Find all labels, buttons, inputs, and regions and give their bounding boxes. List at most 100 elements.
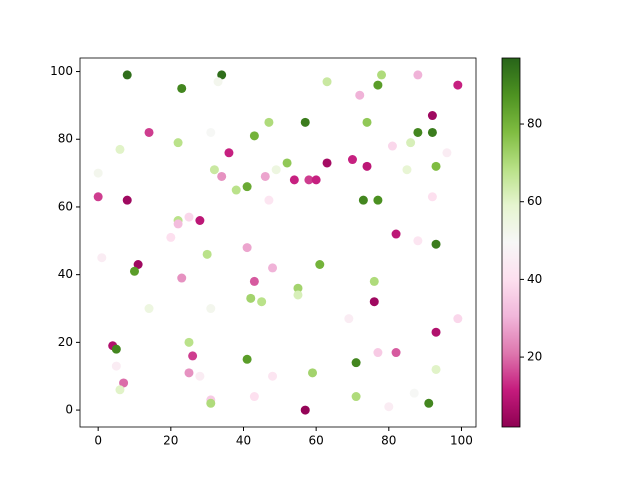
colorbar-tick-label: 20 <box>527 350 542 364</box>
y-tick-label: 80 <box>58 132 73 146</box>
scatter-point <box>206 304 216 314</box>
scatter-point <box>144 304 154 314</box>
scatter-point <box>431 239 441 249</box>
scatter-point <box>315 260 325 270</box>
scatter-point <box>264 117 274 127</box>
scatter-point <box>195 215 205 225</box>
scatter-point <box>424 398 434 408</box>
scatter-point <box>391 348 401 358</box>
scatter-point <box>293 283 303 293</box>
scatter-point <box>177 273 187 283</box>
scatter-point <box>442 148 452 158</box>
scatter-point <box>264 195 274 205</box>
scatter-point <box>133 260 143 270</box>
scatter-point <box>166 232 176 242</box>
x-tick-label: 60 <box>309 434 324 448</box>
scatter-point <box>413 70 423 80</box>
scatter-point <box>300 117 310 127</box>
scatter-point <box>115 385 125 395</box>
x-tick-label: 20 <box>163 434 178 448</box>
scatter-point <box>129 266 139 276</box>
scatter-point <box>311 175 321 185</box>
scatter-point <box>308 368 318 378</box>
scatter-point <box>206 398 216 408</box>
scatter-point <box>93 168 103 178</box>
y-tick-label: 0 <box>65 403 73 417</box>
scatter-point <box>413 127 423 137</box>
x-tick-label: 100 <box>450 434 473 448</box>
scatter-point <box>184 212 194 222</box>
scatter-point <box>246 293 256 303</box>
plot-frame <box>79 57 477 428</box>
scatter-point <box>362 161 372 171</box>
scatter-point <box>144 127 154 137</box>
scatter-point <box>268 371 278 381</box>
scatter-point <box>242 354 252 364</box>
scatter-point <box>184 368 194 378</box>
scatter-point <box>387 141 397 151</box>
scatter-point <box>173 219 183 229</box>
colorbar <box>501 57 521 428</box>
scatter-point <box>122 70 132 80</box>
scatter-point <box>173 138 183 148</box>
scatter-point <box>373 195 383 205</box>
colorbar-tick-label: 60 <box>527 194 542 208</box>
scatter-point <box>358 195 368 205</box>
scatter-point <box>209 165 219 175</box>
y-tick-label: 100 <box>50 64 73 78</box>
scatter-point <box>93 192 103 202</box>
scatter-point <box>257 297 267 307</box>
scatter-point <box>213 77 223 87</box>
scatter-point <box>122 195 132 205</box>
scatter-point <box>202 249 212 259</box>
scatter-point <box>431 364 441 374</box>
scatter-point <box>304 175 314 185</box>
scatter-point <box>369 276 379 286</box>
x-tick-label: 0 <box>94 434 102 448</box>
scatter-point <box>406 138 416 148</box>
scatter-point <box>300 405 310 415</box>
scatter-point <box>111 361 121 371</box>
scatter-point <box>369 297 379 307</box>
scatter-point <box>249 392 259 402</box>
scatter-point <box>427 192 437 202</box>
scatter-point <box>322 158 332 168</box>
scatter-point <box>206 127 216 137</box>
scatter-point <box>224 148 234 158</box>
scatter-point <box>115 144 125 154</box>
colorbar-tick-label: 40 <box>527 272 542 286</box>
scatter-point <box>119 378 129 388</box>
y-tick-label: 40 <box>58 267 73 281</box>
y-tick-label: 20 <box>58 335 73 349</box>
scatter-point <box>431 327 441 337</box>
scatter-point <box>231 185 241 195</box>
scatter-point <box>293 290 303 300</box>
scatter-point <box>373 80 383 90</box>
scatter-point <box>289 175 299 185</box>
scatter-point <box>351 392 361 402</box>
scatter-point <box>409 388 419 398</box>
scatter-point <box>322 77 332 87</box>
scatter-point <box>431 161 441 171</box>
scatter-point <box>242 243 252 253</box>
scatter-point <box>402 165 412 175</box>
scatter-point <box>217 70 227 80</box>
scatter-point <box>195 371 205 381</box>
scatter-point <box>242 182 252 192</box>
x-tick-label: 40 <box>236 434 251 448</box>
scatter-point <box>184 337 194 347</box>
scatter-point <box>355 90 365 100</box>
scatter-point <box>413 236 423 246</box>
scatter-point <box>347 155 357 165</box>
x-tick-label: 80 <box>381 434 396 448</box>
scatter-point <box>260 171 270 181</box>
scatter-point <box>97 253 107 263</box>
scatter-point <box>453 80 463 90</box>
colorbar-tick-label: 80 <box>527 117 542 131</box>
scatter-point <box>427 127 437 137</box>
y-tick-label: 60 <box>58 199 73 213</box>
scatter-point <box>362 117 372 127</box>
scatter-point <box>344 314 354 324</box>
scatter-point <box>373 348 383 358</box>
